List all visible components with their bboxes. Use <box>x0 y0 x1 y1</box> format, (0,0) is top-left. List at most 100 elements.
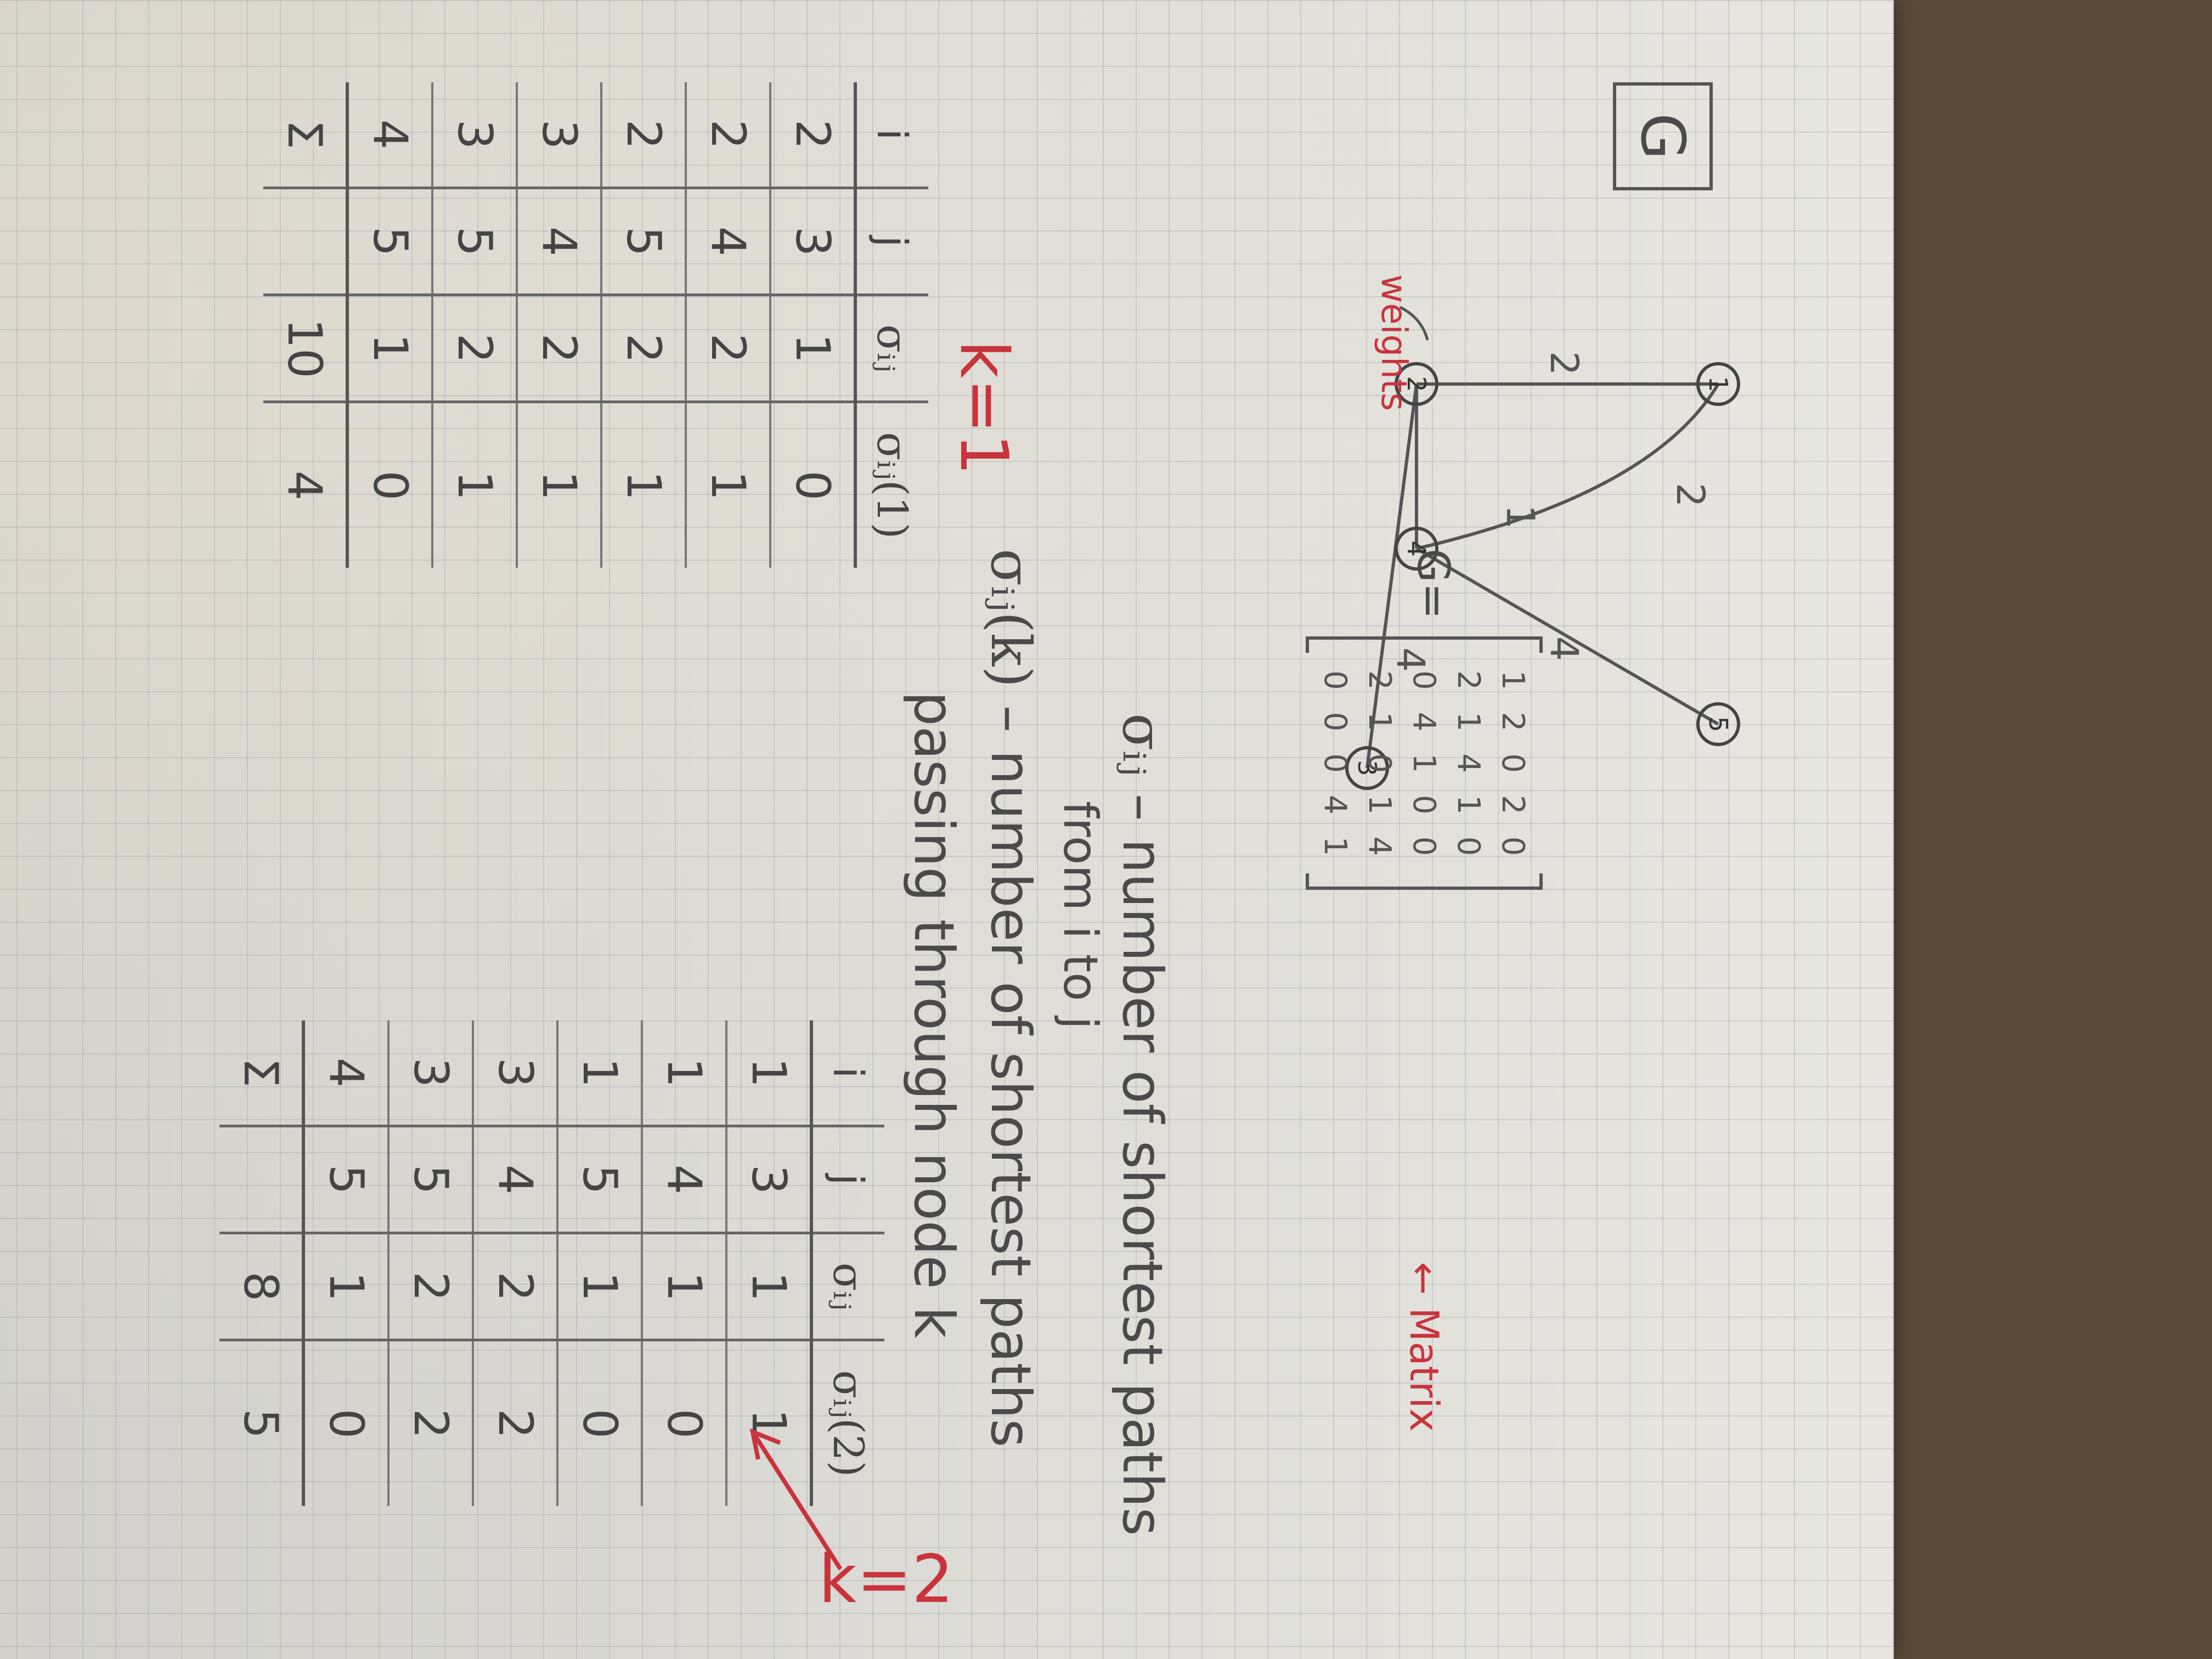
table-cell: 2 <box>770 82 855 188</box>
matrix-cell: 4 <box>1362 836 1398 856</box>
table-cell: 1 <box>726 1233 811 1340</box>
table-row: 2 4 2 1 <box>686 82 770 568</box>
table-k2-header: σᵢⱼ <box>811 1233 884 1340</box>
matrix-cell: 2 <box>1495 712 1531 732</box>
table-cell: 5 <box>557 1126 642 1233</box>
table-sum-row: Σ 10 4 <box>263 82 347 568</box>
edge-weight-1-2: 2 <box>1542 351 1587 376</box>
def-sigma-ij-line2: from i to j <box>1053 801 1108 1030</box>
table-row: 3 4 2 1 <box>517 82 601 568</box>
table-k2-label: k=2 <box>819 1542 954 1618</box>
table-cell: 1 <box>557 1233 642 1340</box>
table-cell: 4 <box>517 188 601 295</box>
table-k1-header: j <box>855 188 928 295</box>
matrix-cell: 2 <box>1362 670 1398 690</box>
table-row: 3 5 2 2 <box>388 1020 473 1506</box>
table-sum-row: Σ 8 5 <box>219 1020 303 1506</box>
table-cell: 3 <box>517 82 601 188</box>
table-cell: 4 <box>473 1126 557 1233</box>
table-cell: 2 <box>388 1340 473 1506</box>
notebook-page: G 1 2 3 4 5 2 2 1 4 4 weights G= 1 <box>0 0 1894 1659</box>
matrix-cell: 0 <box>1317 712 1353 732</box>
table-cell: 3 <box>473 1020 557 1126</box>
edge-weight-4-5: 4 <box>1542 636 1587 661</box>
edge-1-4 <box>1416 383 1720 550</box>
table-cell: 3 <box>770 188 855 295</box>
table-cell: 1 <box>432 402 517 568</box>
table-cell: 3 <box>388 1020 473 1126</box>
matrix-cell: 2 <box>1451 670 1487 690</box>
def-sigma-ij-symbol: σᵢⱼ <box>1110 713 1175 776</box>
edge-weight-2-4: 1 <box>1498 505 1543 529</box>
annotation-arrow <box>1399 306 1429 341</box>
table-cell: 2 <box>686 295 770 402</box>
table-cell: 5 <box>388 1126 473 1233</box>
matrix-cell: 1 <box>1495 670 1531 690</box>
def-sigma-ijk: σᵢⱼ(k) – number of shortest paths <box>979 549 1043 1447</box>
def-sigma-ijk-symbol: σᵢⱼ(k) <box>979 549 1043 688</box>
k2-arrow <box>749 1428 843 1571</box>
table-cell: 1 <box>557 1020 642 1126</box>
table-row: 2 5 2 1 <box>601 82 686 568</box>
table-cell: 3 <box>432 82 517 188</box>
matrix-cell: 1 <box>1317 836 1353 856</box>
table-cell: 1 <box>726 1020 811 1126</box>
table-cell: 2 <box>601 82 686 188</box>
matrix-cell: 1 <box>1362 794 1398 815</box>
table-sum-sigma: 8 <box>219 1233 303 1340</box>
table-k1-label: k=1 <box>945 340 1022 476</box>
table-cell: 2 <box>432 295 517 402</box>
table-cell: 4 <box>347 82 432 188</box>
table-cell: 1 <box>347 295 432 402</box>
table-cell: 1 <box>770 295 855 402</box>
table-k1: i j σᵢⱼ σᵢⱼ(1) 2 3 1 0 2 4 2 1 2 5 2 1 <box>263 82 928 568</box>
table-cell: 4 <box>303 1020 388 1126</box>
def-sigma-ijk-text: – number of shortest paths <box>979 705 1043 1448</box>
table-row: 3 5 2 1 <box>432 82 517 568</box>
matrix-cell: 0 <box>1317 753 1353 773</box>
table-sum-sigma-k: 5 <box>219 1340 303 1506</box>
matrix-cell: 0 <box>1406 794 1442 815</box>
table-row: 1 5 1 0 <box>557 1020 642 1506</box>
table-k2-header: i <box>811 1020 884 1126</box>
table-cell: 1 <box>517 402 601 568</box>
table-sum-sigma: 10 <box>263 295 347 402</box>
table-cell: 1 <box>601 402 686 568</box>
matrix-cell: 1 <box>1406 753 1442 773</box>
table-row: 1 4 1 0 <box>642 1020 726 1506</box>
table-cell: 5 <box>303 1126 388 1233</box>
table-k1-header: i <box>855 82 928 188</box>
edge-2-3 <box>1365 383 1418 769</box>
table-cell: 0 <box>557 1340 642 1506</box>
table-cell-empty <box>263 188 347 295</box>
table-cell: 2 <box>517 295 601 402</box>
matrix-cell: 1 <box>1451 794 1487 815</box>
table-cell: 0 <box>770 402 855 568</box>
graph-node-1: 1 <box>1696 362 1740 406</box>
table-cell: 1 <box>642 1020 726 1126</box>
edge-weight-1-4: 2 <box>1668 483 1713 507</box>
matrix-grid: 1 2 0 2 0 2 1 4 1 0 0 4 1 0 <box>1313 659 1536 867</box>
matrix-cell: 4 <box>1406 712 1442 732</box>
def-sigma-ij: σᵢⱼ – number of shortest paths <box>1110 713 1175 1536</box>
table-cell: 5 <box>432 188 517 295</box>
table-k1-header: σᵢⱼ <box>855 295 928 402</box>
table-cell: 2 <box>388 1233 473 1340</box>
table-cell: 2 <box>601 295 686 402</box>
matrix-cell: 0 <box>1406 836 1442 856</box>
matrix-cell: 2 <box>1495 794 1531 815</box>
table-row: 2 3 1 0 <box>770 82 855 568</box>
table-cell: 2 <box>473 1233 557 1340</box>
table-row: 4 5 1 0 <box>303 1020 388 1506</box>
table-cell: 4 <box>642 1126 726 1233</box>
def-sigma-ij-text: – number of shortest paths <box>1110 793 1175 1536</box>
matrix-cell: 0 <box>1451 836 1487 856</box>
table-cell: 1 <box>686 402 770 568</box>
table-cell: 0 <box>347 402 432 568</box>
matrix-cell: 4 <box>1451 753 1487 773</box>
graph-drawing <box>1365 306 1720 769</box>
matrix-left-bracket <box>1306 636 1543 653</box>
table-cell: 2 <box>473 1340 557 1506</box>
table-k1-header: σᵢⱼ(1) <box>855 402 928 568</box>
